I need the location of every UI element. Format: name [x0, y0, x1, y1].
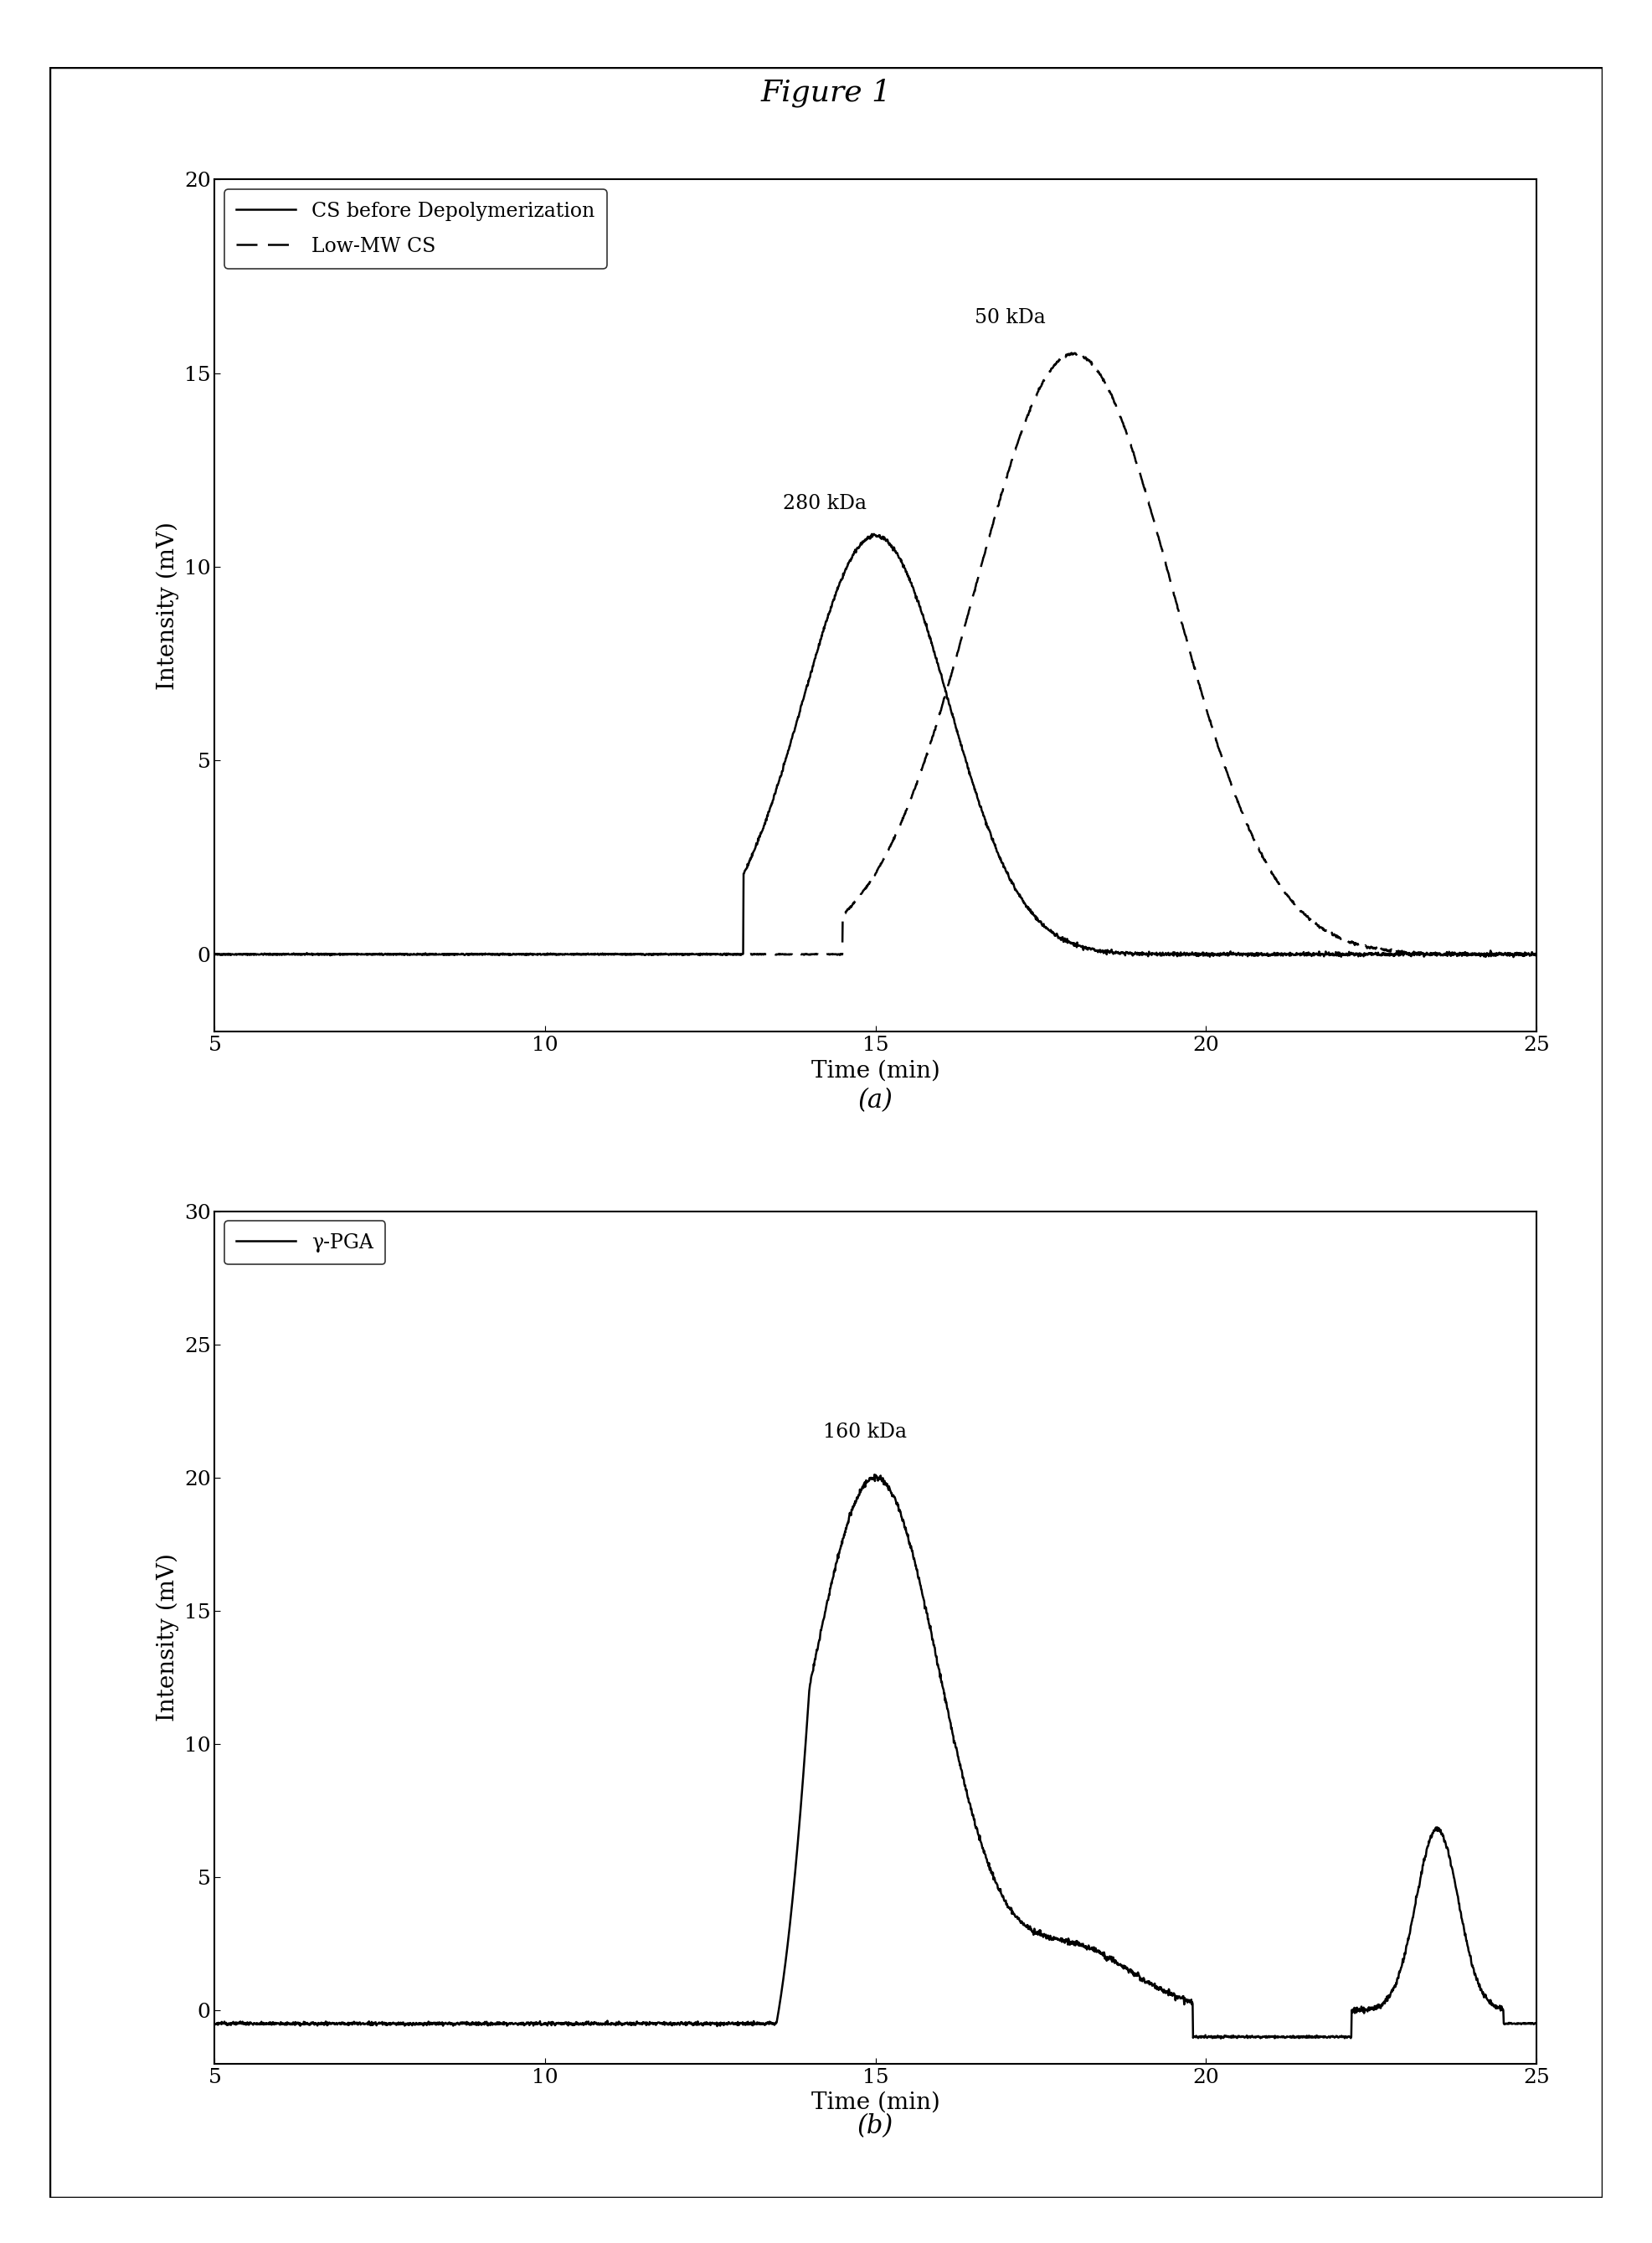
X-axis label: Time (min): Time (min) [811, 2090, 940, 2115]
Low-MW CS [1485, 942, 1505, 969]
γ-PGA [355, 2010, 375, 2037]
Line: CS before Depolymerization: CS before Depolymerization [215, 534, 1536, 958]
CS before Depolymerization [1503, 944, 1523, 971]
Text: 160 kDa: 160 kDa [823, 1422, 907, 1442]
Low-MW CS [1502, 940, 1521, 967]
Line: γ-PGA: γ-PGA [215, 1474, 1536, 2039]
Text: (a): (a) [857, 1088, 894, 1115]
CS before Depolymerization [1358, 940, 1378, 967]
Legend: γ-PGA: γ-PGA [225, 1220, 385, 1265]
Low-MW CS [712, 940, 732, 967]
Y-axis label: Intensity (mV): Intensity (mV) [157, 1552, 180, 1723]
Y-axis label: Intensity (mV): Intensity (mV) [157, 520, 180, 691]
Low-MW CS [768, 940, 788, 967]
Low-MW CS [434, 940, 454, 967]
γ-PGA [1211, 2025, 1231, 2052]
γ-PGA [205, 2012, 225, 2039]
Line: Low-MW CS: Low-MW CS [215, 352, 1536, 956]
Text: (b): (b) [857, 2113, 894, 2140]
CS before Depolymerization [1526, 942, 1546, 969]
Low-MW CS [1358, 933, 1378, 960]
CS before Depolymerization [205, 940, 225, 967]
γ-PGA [864, 1460, 884, 1487]
Text: 50 kDa: 50 kDa [975, 307, 1046, 327]
Text: Figure 1: Figure 1 [760, 79, 892, 108]
Text: 280 kDa: 280 kDa [783, 493, 867, 514]
γ-PGA [1360, 1994, 1379, 2021]
CS before Depolymerization [1502, 942, 1521, 969]
CS before Depolymerization [434, 942, 454, 969]
CS before Depolymerization [355, 940, 375, 967]
X-axis label: Time (min): Time (min) [811, 1059, 940, 1083]
γ-PGA [1526, 2010, 1546, 2037]
Low-MW CS [205, 942, 225, 969]
γ-PGA [768, 1996, 788, 2023]
Low-MW CS [1062, 339, 1082, 366]
γ-PGA [434, 2010, 454, 2037]
Low-MW CS [355, 942, 375, 969]
CS before Depolymerization [768, 767, 788, 794]
γ-PGA [1502, 2010, 1521, 2037]
CS before Depolymerization [862, 520, 882, 547]
Low-MW CS [1526, 942, 1546, 969]
γ-PGA [712, 2010, 732, 2037]
CS before Depolymerization [712, 942, 732, 969]
Legend: CS before Depolymerization, Low-MW CS: CS before Depolymerization, Low-MW CS [225, 188, 606, 269]
